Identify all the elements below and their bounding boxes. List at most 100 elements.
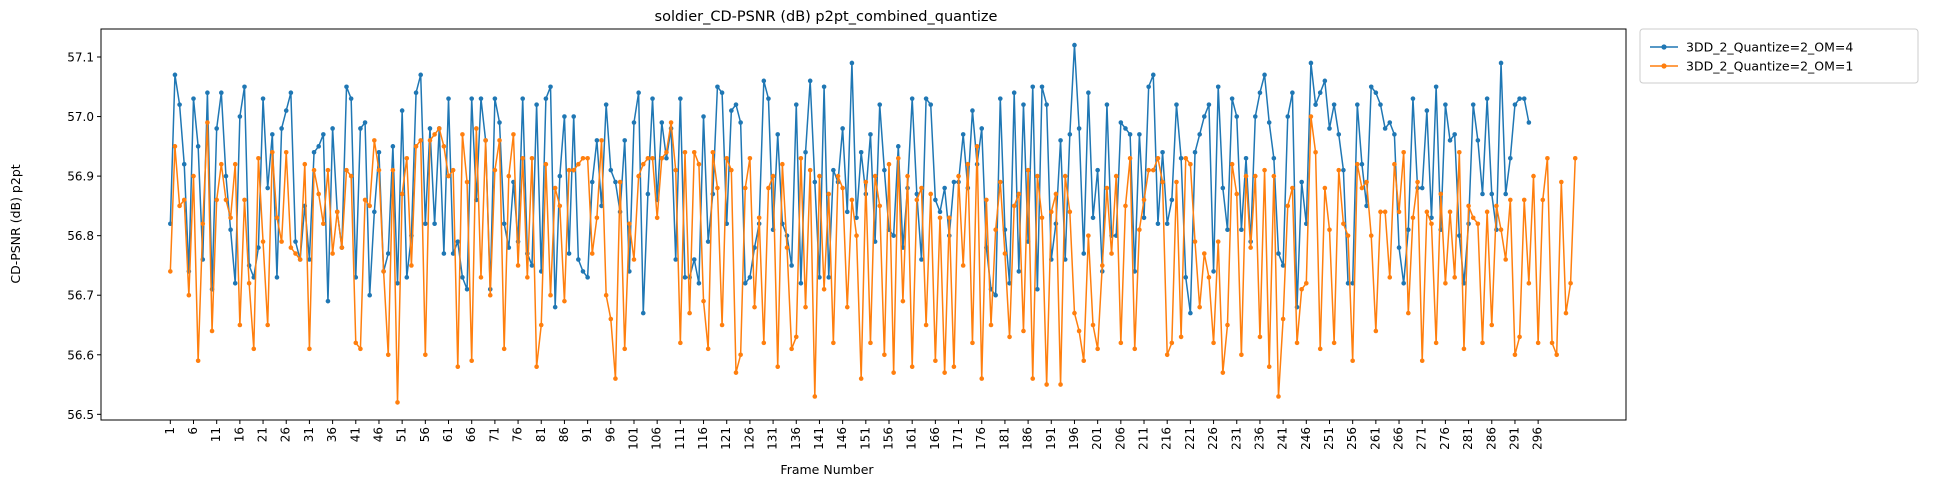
- series-1-point: [854, 215, 859, 221]
- series-2-point: [1470, 215, 1476, 221]
- series-1-point: [372, 209, 377, 215]
- legend-item-2: 3DD_2_Quantize=2_OM=1: [1650, 59, 1853, 74]
- series-2-point: [1484, 209, 1490, 215]
- series-1-point: [1285, 114, 1291, 119]
- series-2-point: [506, 173, 512, 179]
- series-2-point: [566, 167, 572, 173]
- series-2-point: [654, 215, 660, 221]
- series-2-point: [770, 173, 776, 179]
- series-2-point: [682, 149, 688, 155]
- series-1-point: [1169, 197, 1175, 203]
- series-2-point: [385, 352, 391, 358]
- series-2-point: [1188, 161, 1193, 167]
- series-1-point: [172, 72, 178, 78]
- series-2-point: [821, 286, 827, 292]
- series-1-point: [191, 96, 196, 101]
- series-1-point: [1174, 102, 1179, 107]
- series-1-point: [423, 221, 428, 227]
- series-1-point: [446, 96, 451, 101]
- series-1-point: [729, 108, 734, 113]
- series-2-point: [1011, 203, 1017, 209]
- series-2-point: [858, 376, 864, 381]
- series-1-point: [589, 179, 595, 185]
- series-1-point: [678, 96, 683, 101]
- series-1-point: [288, 90, 294, 96]
- x-tick-label: 276: [1438, 427, 1452, 450]
- series-1-point: [427, 126, 433, 131]
- series-1-point: [877, 102, 883, 107]
- series-1-point: [529, 263, 535, 268]
- series-1-point: [283, 108, 289, 113]
- x-axis-label: Frame Number: [780, 462, 874, 477]
- y-tick-label: 56.5: [67, 408, 94, 422]
- series-2-point: [1155, 155, 1161, 161]
- series-2-point: [283, 149, 289, 155]
- series-2-point: [427, 138, 433, 143]
- series-1-point: [232, 281, 238, 286]
- series-1-point: [826, 275, 832, 280]
- series-2-point: [334, 209, 340, 215]
- legend-label: 3DD_2_Quantize=2_OM=1: [1686, 59, 1853, 74]
- series-2-point: [339, 245, 345, 250]
- legend-item-1: 3DD_2_Quantize=2_OM=4: [1650, 40, 1853, 55]
- series-1-point: [1271, 155, 1277, 161]
- series-2-point: [474, 126, 479, 131]
- series-2-point: [733, 370, 739, 375]
- series-2-point: [1285, 203, 1291, 209]
- series-1-point: [1317, 90, 1323, 96]
- series-1-point: [1313, 102, 1318, 107]
- series-1-point: [1211, 269, 1216, 274]
- series-2-point: [928, 191, 934, 197]
- series-2-point: [909, 364, 915, 370]
- series-1-point: [1280, 263, 1286, 268]
- series-2-point: [571, 167, 577, 173]
- series-2-point: [1076, 328, 1082, 334]
- series-1-point: [413, 90, 419, 96]
- x-tick-label: 226: [1206, 427, 1220, 450]
- x-tick-label: 186: [1021, 427, 1035, 450]
- series-2-point: [1044, 382, 1049, 387]
- series-2-point: [1290, 185, 1295, 191]
- series-1-point: [1475, 138, 1481, 143]
- x-tick-label: 106: [650, 427, 664, 450]
- series-1-point: [682, 275, 688, 280]
- series-2-point: [1503, 257, 1508, 262]
- series-2-point: [413, 144, 419, 149]
- series-2-point: [1021, 328, 1026, 334]
- series-2-point: [719, 322, 725, 328]
- series-2-point: [668, 120, 674, 125]
- x-tick-label: 146: [835, 427, 849, 450]
- series-2-point: [1345, 233, 1351, 238]
- series-2-point: [1489, 322, 1495, 328]
- series-2-point: [1419, 358, 1425, 364]
- series-2-point: [1359, 185, 1365, 191]
- series-2-point: [372, 138, 377, 143]
- series-1-point: [1336, 132, 1342, 137]
- series-2-point: [1396, 209, 1402, 215]
- y-tick-label: 56.6: [67, 348, 94, 362]
- series-1-point: [552, 304, 558, 310]
- series-1-point: [1030, 84, 1036, 90]
- series-2-point: [1271, 173, 1277, 179]
- series-1-point: [557, 173, 563, 179]
- series-2-point: [1239, 352, 1244, 358]
- series-1-point: [673, 257, 679, 262]
- x-tick-label: 26: [279, 427, 293, 442]
- x-tick-label: 216: [1160, 427, 1174, 450]
- series-1-point: [701, 114, 706, 119]
- series-1-point: [613, 179, 618, 185]
- series-2-point: [775, 364, 781, 370]
- x-tick-label: 91: [580, 427, 594, 442]
- series-2-point: [177, 203, 182, 209]
- series-1-point: [469, 96, 475, 101]
- x-tick-label: 296: [1531, 427, 1545, 450]
- series-1-point: [928, 102, 934, 107]
- series-1-point: [1457, 233, 1462, 238]
- series-2-point: [589, 251, 595, 256]
- series-2-point: [1364, 179, 1369, 185]
- x-tick-label: 246: [1299, 427, 1313, 450]
- plot-series: [168, 42, 1578, 405]
- series-1-point: [1452, 132, 1457, 137]
- x-tick-label: 291: [1507, 427, 1521, 450]
- series-2: [168, 114, 1578, 405]
